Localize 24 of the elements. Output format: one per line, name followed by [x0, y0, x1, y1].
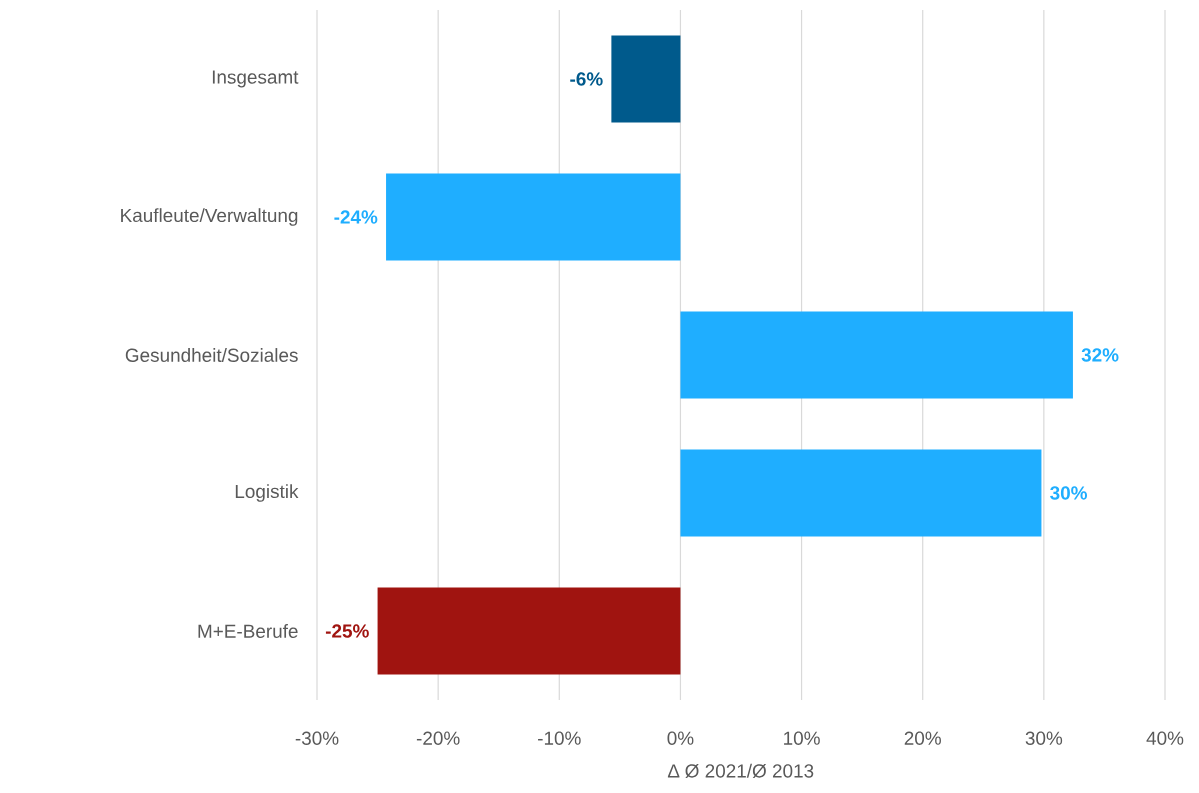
- bar: [611, 35, 681, 123]
- y-tick-label: Kaufleute/Verwaltung: [121, 208, 298, 226]
- x-tick-label: -30%: [295, 731, 339, 745]
- x-tick-label: -20%: [416, 731, 460, 745]
- x-tick-label: 0%: [667, 731, 694, 745]
- x-axis-title: ∆ Ø 2021/Ø 2013: [667, 763, 814, 778]
- data-label: -6%: [570, 72, 603, 86]
- y-tick-label: Gesundheit/Soziales: [125, 348, 298, 362]
- x-tick-label: 10%: [784, 731, 820, 745]
- y-tick-label: Logistik: [235, 484, 299, 502]
- x-tick-label: 30%: [1025, 731, 1063, 745]
- y-tick-label: Insgesamt: [212, 70, 299, 88]
- x-tick-label: 40%: [1146, 731, 1184, 745]
- x-tick-label: -10%: [538, 731, 581, 745]
- y-tick-label: M+E-Berufe: [198, 624, 298, 638]
- bar: [377, 587, 681, 675]
- data-label: 32%: [1081, 348, 1119, 362]
- data-label: -24%: [334, 210, 378, 224]
- bar: [386, 173, 681, 261]
- data-label: 30%: [1050, 486, 1088, 500]
- bar: [680, 311, 1073, 399]
- data-label: -25%: [325, 624, 369, 638]
- bar: [680, 449, 1042, 537]
- x-tick-label: 20%: [904, 731, 941, 745]
